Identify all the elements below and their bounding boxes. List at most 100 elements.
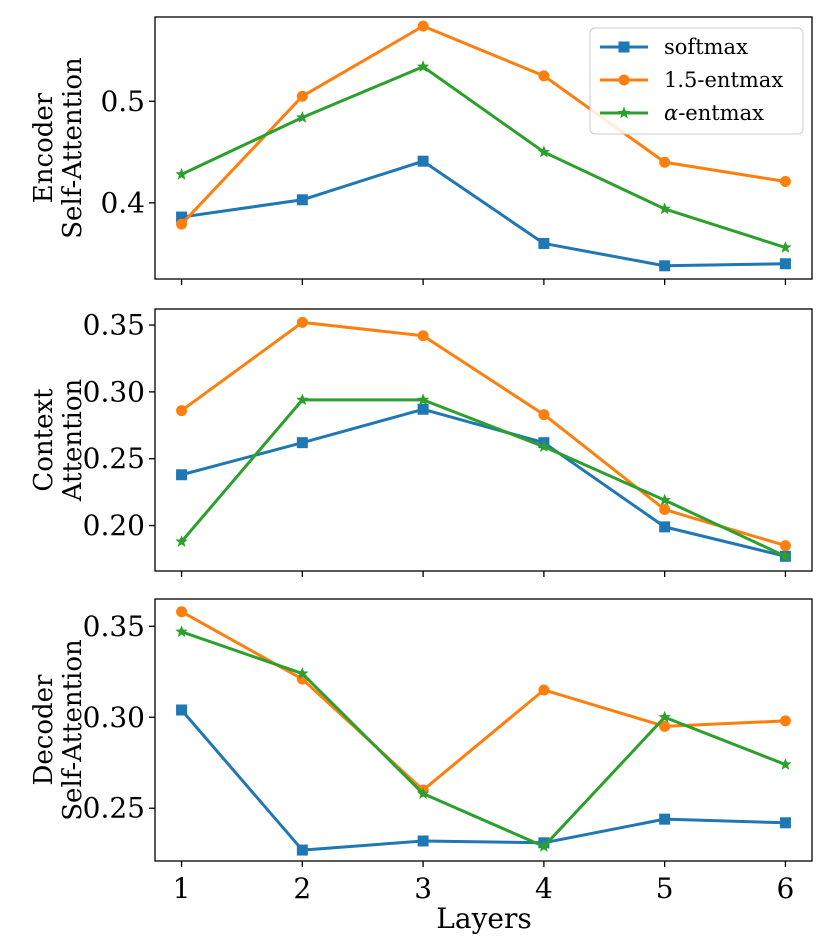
panel-1: 0.4 0.5 EncoderSelf-Attention: [29, 16, 813, 285]
y-tick-label: 0.25: [83, 442, 145, 475]
y-tick-label: 0.35: [83, 610, 145, 643]
panel-2: 0.20 0.25 0.30 0.35 ContextAttention: [29, 308, 813, 577]
series-line: [180, 398, 787, 558]
y-tick-label: 0.20: [83, 509, 145, 542]
data-point: [176, 211, 188, 223]
series-line: [181, 159, 786, 268]
y-axis-label: DecoderSelf-Attention: [29, 639, 88, 821]
legend-marker: [618, 74, 630, 86]
x-tick-label: 5: [656, 872, 674, 905]
series-line: [180, 24, 786, 226]
series-softmax: [176, 155, 791, 272]
legend-item-alpha-entmax: α-entmax: [600, 101, 764, 125]
data-point: [175, 167, 188, 180]
data-point: [176, 218, 188, 230]
data-point: [417, 835, 429, 847]
data-point: [538, 684, 550, 696]
data-point: [659, 504, 671, 516]
data-point: [538, 237, 550, 249]
x-tick-label: 1: [173, 872, 191, 905]
data-point: [659, 521, 671, 533]
data-point: [296, 393, 309, 406]
data-point: [296, 667, 309, 679]
y-tick-label: 0.30: [83, 701, 145, 734]
series-1-5-entmax: [176, 606, 791, 796]
legend-item-softmax: softmax: [600, 35, 748, 59]
data-point: [658, 710, 671, 723]
data-point: [296, 90, 308, 102]
plot-frame: [154, 598, 813, 862]
legend-label: α-entmax: [664, 101, 764, 125]
panels: 0.40.5EncoderSelf-Attention0.200.250.300…: [29, 16, 813, 905]
data-point: [538, 70, 550, 82]
y-tick-label: 0.30: [83, 375, 145, 408]
series-line: [180, 65, 786, 249]
legend-label: softmax: [664, 35, 748, 59]
data-point: [537, 839, 551, 852]
y-tick-label: 0.25: [83, 792, 145, 825]
x-tick-label: 2: [293, 872, 311, 905]
data-point: [779, 758, 792, 770]
plot-frame: [154, 308, 813, 572]
data-point: [658, 202, 671, 215]
data-point: [779, 176, 791, 188]
data-point: [779, 715, 791, 727]
data-point: [537, 440, 551, 452]
legend-marker: [618, 41, 630, 53]
series-1-5-entmax: [176, 20, 791, 230]
series-softmax: [176, 704, 791, 856]
data-point: [538, 409, 550, 421]
data-point: [537, 145, 551, 158]
y-tick-label: 0.5: [100, 85, 145, 118]
series-line: [180, 709, 786, 852]
data-point: [175, 625, 188, 638]
data-point: [417, 20, 429, 32]
x-axis-label: Layers: [436, 902, 531, 935]
data-point: [417, 155, 429, 167]
series-alpha-entmax: [175, 393, 792, 562]
data-point: [296, 194, 308, 206]
data-point: [659, 813, 671, 825]
legend-frame: [589, 27, 804, 135]
series-line: [180, 610, 786, 792]
data-point: [296, 316, 308, 328]
data-point: [296, 111, 309, 123]
y-axis-label: EncoderSelf-Attention: [29, 57, 88, 239]
data-point: [659, 720, 671, 732]
data-point: [296, 844, 308, 856]
data-point: [296, 437, 308, 449]
data-point: [779, 241, 792, 253]
data-point: [779, 817, 791, 829]
series-line: [180, 320, 786, 548]
series-alpha-entmax: [175, 60, 792, 253]
data-point: [176, 704, 188, 716]
data-point: [417, 330, 429, 342]
series-1-5-entmax: [176, 316, 791, 552]
series-line: [181, 407, 786, 558]
y-tick-label: 0.4: [100, 186, 145, 219]
legend: softmax 1.5-entmax α-entmax: [589, 27, 804, 135]
data-point: [176, 469, 188, 481]
legend-item-1-5-entmax: 1.5-entmax: [600, 68, 783, 92]
data-point: [779, 549, 792, 562]
data-point: [779, 540, 791, 552]
plot-frame: [154, 16, 813, 280]
data-point: [175, 535, 188, 547]
series-alpha-entmax: [175, 625, 792, 852]
data-point: [176, 405, 188, 417]
y-axis-label: ContextAttention: [29, 378, 88, 502]
data-point: [779, 258, 791, 270]
x-tick-label: 3: [414, 872, 432, 905]
data-point: [416, 60, 430, 73]
data-point: [416, 787, 430, 799]
series-line: [181, 630, 786, 848]
y-tick-label: 0.35: [83, 309, 145, 342]
legend-marker: [617, 106, 631, 119]
x-tick-label: 6: [777, 872, 795, 905]
data-point: [659, 260, 671, 272]
series-softmax: [176, 403, 791, 562]
data-point: [176, 606, 188, 618]
data-point: [659, 156, 671, 168]
